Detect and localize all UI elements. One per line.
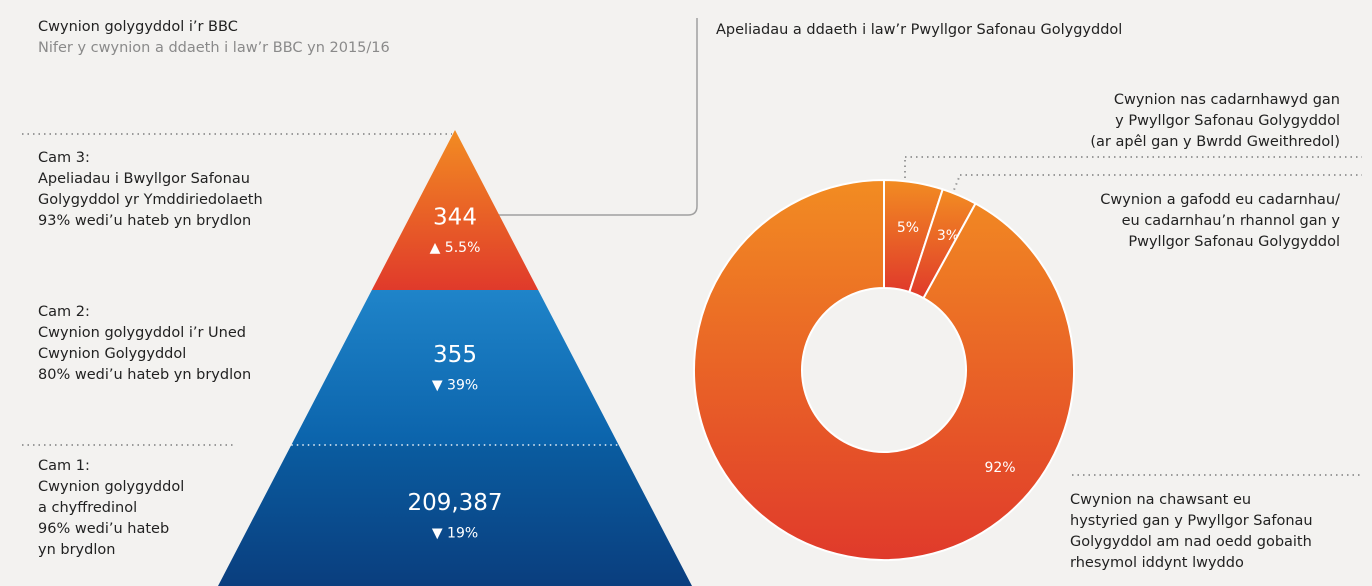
stage-description: Cwynion Golygyddol bbox=[38, 346, 186, 362]
slice-category: eu cadarnhau’n rhannol gan y bbox=[1122, 213, 1341, 229]
slice-category: rhesymol iddynt lwyddo bbox=[1070, 555, 1244, 571]
donut-slice bbox=[693, 178, 1075, 561]
stage-description: Cwynion golygyddol bbox=[38, 479, 184, 495]
stage-description: Apeliadau i Bwyllgor Safonau bbox=[38, 171, 250, 187]
stage-label: Cam 3: bbox=[38, 150, 90, 166]
stage-change: ▼ 19% bbox=[432, 526, 478, 542]
slice-category: Cwynion nas cadarnhawyd gan bbox=[1114, 92, 1340, 108]
slice-label: 92% bbox=[984, 460, 1015, 476]
stage-change: ▲ 5.5% bbox=[430, 240, 481, 256]
pyramid-stage bbox=[218, 445, 692, 586]
stage-value: 209,387 bbox=[407, 490, 502, 516]
connector bbox=[490, 18, 698, 216]
stage-note: 80% wedi’u hateb yn brydlon bbox=[38, 367, 251, 383]
stage-label: Cam 1: bbox=[38, 458, 90, 474]
slice-category: Golygyddol am nad oedd gobaith bbox=[1070, 534, 1312, 550]
stage-description: Golygyddol yr Ymddiriedolaeth bbox=[38, 192, 263, 208]
slice-label: 5% bbox=[897, 220, 919, 236]
stage-description: Cwynion golygyddol i’r Uned bbox=[38, 325, 246, 341]
stage-note: 93% wedi’u hateb yn brydlon bbox=[38, 213, 251, 229]
slice-category: Cwynion a gafodd eu cadarnhau/ bbox=[1100, 192, 1340, 208]
slice-category: y Pwyllgor Safonau Golygyddol bbox=[1115, 113, 1340, 129]
stage-value: 355 bbox=[433, 342, 477, 368]
leader bbox=[949, 174, 961, 201]
stage-value: 344 bbox=[433, 205, 477, 231]
stage-change: ▼ 39% bbox=[432, 378, 478, 394]
slice-label: 3% bbox=[937, 228, 959, 244]
stage-note: 96% wedi’u hateb bbox=[38, 521, 169, 537]
donut-title: Apeliadau a ddaeth i law’r Pwyllgor Safo… bbox=[716, 22, 1122, 38]
slice-category: hystyried gan y Pwyllgor Safonau bbox=[1070, 513, 1313, 529]
stage-label: Cam 2: bbox=[38, 304, 90, 320]
slice-category: Pwyllgor Safonau Golygyddol bbox=[1128, 234, 1340, 250]
slice-category: Cwynion na chawsant eu bbox=[1070, 492, 1251, 508]
slice-category: (ar apêl gan y Bwrdd Gweithredol) bbox=[1090, 134, 1340, 150]
pyramid-stage bbox=[291, 290, 619, 445]
pyramid-subtitle: Nifer y cwynion a ddaeth i law’r BBC yn … bbox=[38, 40, 390, 56]
stage-note: yn brydlon bbox=[38, 542, 115, 558]
stage-description: a chyffredinol bbox=[38, 500, 137, 516]
pyramid-title: Cwynion golygyddol i’r BBC bbox=[38, 19, 238, 35]
pyramid-stage bbox=[371, 130, 539, 290]
